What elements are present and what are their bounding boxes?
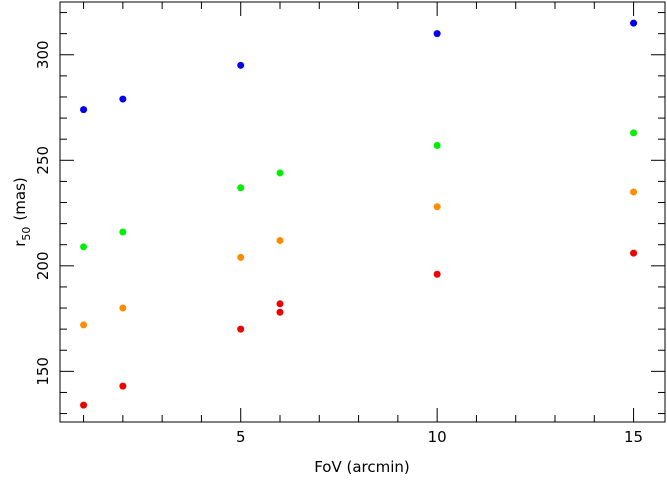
y-axis-label-main: r — [11, 240, 29, 247]
data-point — [433, 142, 441, 150]
data-point — [237, 253, 245, 261]
data-point — [119, 228, 127, 236]
data-point — [80, 401, 88, 409]
data-point — [433, 30, 441, 38]
data-point — [80, 243, 88, 251]
axis-ticks — [60, 2, 665, 422]
y-axis-label-unit: (mas) — [11, 177, 29, 220]
data-point — [237, 184, 245, 192]
tick-labels: 5 10 15 150 200 250 300 — [34, 40, 643, 446]
x-tick-label: 15 — [624, 428, 643, 446]
data-point — [119, 382, 127, 390]
x-tick-label: 5 — [236, 428, 246, 446]
data-point — [630, 19, 638, 27]
data-point — [237, 325, 245, 333]
data-point — [119, 304, 127, 312]
data-points — [80, 19, 638, 409]
data-point — [237, 61, 245, 69]
plot-frame — [59, 1, 666, 423]
y-axis-label-subscript: 50 — [20, 227, 33, 241]
data-point — [630, 129, 638, 137]
y-tick-label: 200 — [34, 251, 52, 280]
y-tick-label: 300 — [34, 40, 52, 69]
x-axis-label: FoV (arcmin) — [314, 458, 410, 476]
data-point — [276, 236, 284, 244]
data-point — [276, 300, 284, 308]
data-point — [433, 270, 441, 278]
data-point — [630, 188, 638, 196]
data-point — [433, 203, 441, 211]
data-point — [630, 249, 638, 257]
data-point — [80, 106, 88, 114]
data-point — [119, 95, 127, 103]
y-axis-label: r50 (mas) — [11, 177, 33, 247]
data-point — [276, 169, 284, 177]
x-tick-label: 10 — [428, 428, 447, 446]
data-point — [276, 308, 284, 316]
y-tick-label: 250 — [34, 146, 52, 175]
data-point — [80, 321, 88, 329]
y-tick-label: 150 — [34, 357, 52, 386]
